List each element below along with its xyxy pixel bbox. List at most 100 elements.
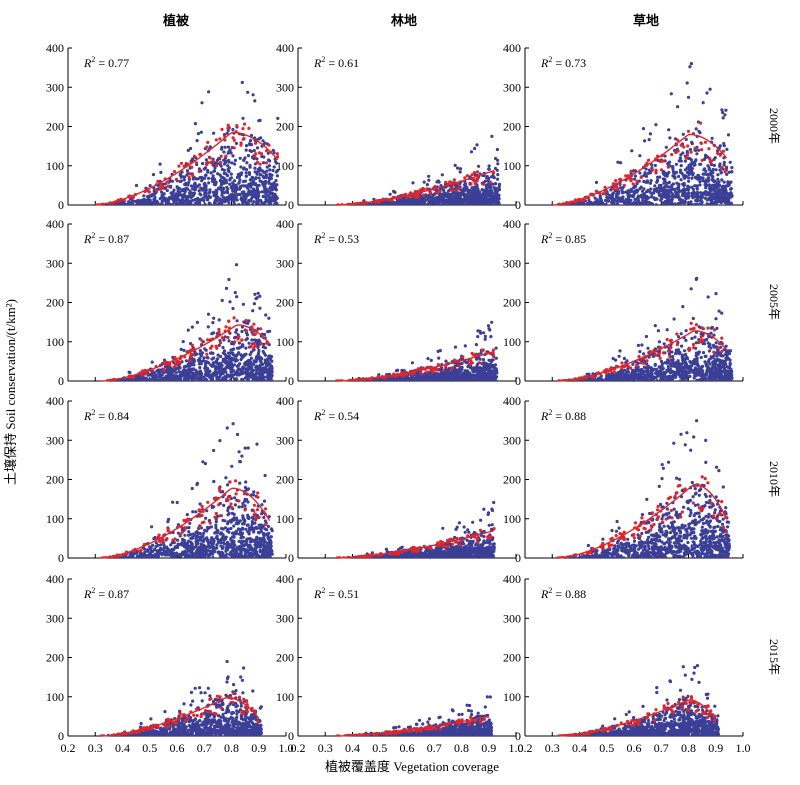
data-point bbox=[712, 184, 717, 188]
data-point bbox=[225, 131, 229, 135]
data-point bbox=[681, 132, 685, 136]
data-point bbox=[394, 377, 399, 381]
data-point bbox=[227, 201, 231, 205]
data-point bbox=[482, 369, 486, 374]
data-point bbox=[194, 202, 198, 205]
data-point bbox=[234, 263, 239, 267]
data-point bbox=[276, 168, 280, 173]
data-point bbox=[699, 195, 703, 200]
mean-point bbox=[198, 153, 202, 157]
data-point bbox=[721, 116, 725, 120]
mean-point bbox=[639, 175, 643, 179]
data-point bbox=[703, 179, 707, 183]
data-point bbox=[204, 194, 208, 199]
data-point bbox=[469, 150, 474, 154]
data-point bbox=[234, 141, 238, 145]
data-point bbox=[256, 345, 260, 349]
data-point bbox=[413, 201, 417, 205]
data-point bbox=[221, 195, 225, 199]
data-point bbox=[420, 199, 424, 203]
data-point bbox=[705, 184, 709, 188]
data-point bbox=[725, 147, 729, 151]
mean-point bbox=[219, 154, 223, 158]
data-point bbox=[646, 188, 650, 192]
data-point bbox=[488, 363, 493, 368]
data-point bbox=[262, 342, 266, 346]
data-point bbox=[694, 127, 698, 131]
mean-point bbox=[211, 159, 215, 163]
data-point bbox=[125, 202, 129, 205]
data-point bbox=[593, 203, 598, 205]
data-point bbox=[203, 176, 207, 180]
mean-point bbox=[433, 185, 437, 189]
data-point bbox=[672, 171, 676, 175]
data-point bbox=[270, 364, 274, 369]
data-point bbox=[388, 378, 392, 381]
data-point bbox=[264, 198, 268, 202]
data-point bbox=[203, 202, 207, 205]
data-point bbox=[165, 188, 169, 193]
data-point bbox=[238, 192, 242, 197]
data-point bbox=[685, 149, 689, 154]
data-point bbox=[444, 368, 448, 372]
data-point bbox=[436, 199, 440, 203]
data-point bbox=[373, 378, 377, 381]
mean-point bbox=[718, 153, 722, 157]
data-point bbox=[244, 346, 248, 350]
data-point bbox=[717, 189, 721, 193]
data-point bbox=[196, 196, 200, 200]
data-point bbox=[458, 170, 462, 174]
data-point bbox=[396, 368, 400, 372]
mean-point bbox=[684, 156, 688, 160]
data-point bbox=[645, 179, 649, 183]
data-point bbox=[222, 150, 226, 154]
data-point bbox=[237, 203, 241, 205]
data-point bbox=[246, 362, 250, 366]
data-point bbox=[429, 202, 433, 205]
data-point bbox=[186, 328, 190, 332]
data-point bbox=[403, 379, 407, 381]
data-point bbox=[663, 178, 667, 182]
data-point bbox=[620, 188, 624, 192]
points-layer bbox=[336, 134, 502, 205]
data-point bbox=[139, 377, 143, 381]
data-point bbox=[437, 203, 441, 205]
data-point bbox=[201, 161, 205, 166]
data-point bbox=[191, 374, 196, 378]
data-point bbox=[487, 164, 491, 168]
data-point bbox=[460, 191, 464, 195]
data-point bbox=[439, 371, 443, 375]
data-point bbox=[666, 161, 670, 165]
data-point bbox=[710, 136, 714, 140]
data-point bbox=[201, 196, 205, 200]
data-point bbox=[494, 371, 499, 375]
data-point bbox=[193, 197, 197, 202]
data-point bbox=[226, 365, 230, 370]
data-point bbox=[463, 344, 467, 348]
data-point bbox=[256, 353, 260, 357]
data-point bbox=[685, 166, 690, 170]
data-point bbox=[483, 192, 487, 196]
data-point bbox=[636, 197, 640, 201]
data-point bbox=[379, 202, 384, 205]
data-point bbox=[196, 132, 200, 136]
data-point bbox=[248, 139, 253, 143]
data-point bbox=[207, 201, 211, 205]
mean-point bbox=[218, 137, 222, 141]
data-point bbox=[211, 190, 216, 194]
data-point bbox=[440, 173, 444, 177]
mean-point bbox=[243, 122, 247, 126]
data-point bbox=[255, 368, 259, 372]
data-point bbox=[233, 336, 237, 340]
mean-point bbox=[438, 189, 442, 193]
mean-point bbox=[659, 168, 664, 172]
data-point bbox=[205, 198, 209, 202]
data-point bbox=[210, 332, 214, 336]
data-point bbox=[642, 173, 646, 178]
data-point bbox=[725, 172, 729, 176]
data-point bbox=[205, 366, 209, 370]
data-point bbox=[214, 180, 218, 184]
data-point bbox=[653, 163, 657, 168]
data-point bbox=[729, 170, 734, 174]
